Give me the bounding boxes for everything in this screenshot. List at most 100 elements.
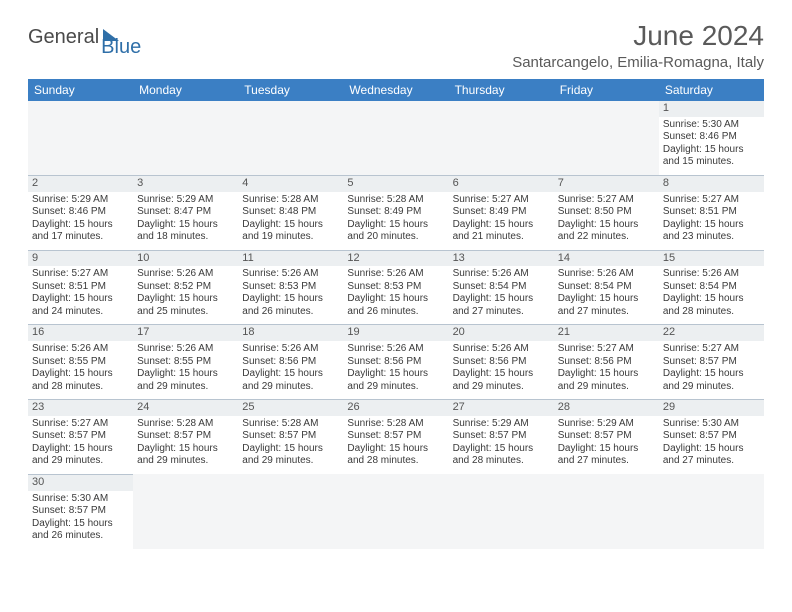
day-cell: 7Sunrise: 5:27 AMSunset: 8:50 PMDaylight… bbox=[554, 175, 659, 250]
daylight-text: Daylight: 15 hours and 29 minutes. bbox=[453, 368, 550, 393]
sunrise-text: Sunrise: 5:26 AM bbox=[347, 343, 444, 356]
week-row: 1Sunrise: 5:30 AMSunset: 8:46 PMDaylight… bbox=[28, 101, 764, 175]
day-cell bbox=[133, 474, 238, 548]
calendar-page: General Blue June 2024 Santarcangelo, Em… bbox=[0, 0, 792, 569]
daylight-text: Daylight: 15 hours and 29 minutes. bbox=[558, 368, 655, 393]
day-cell bbox=[449, 474, 554, 548]
daylight-text: Daylight: 15 hours and 22 minutes. bbox=[558, 219, 655, 244]
sunset-text: Sunset: 8:55 PM bbox=[137, 356, 234, 369]
weekday-header: Saturday bbox=[659, 79, 764, 101]
daylight-text: Daylight: 15 hours and 24 minutes. bbox=[32, 293, 129, 318]
day-cell: 30Sunrise: 5:30 AMSunset: 8:57 PMDayligh… bbox=[28, 474, 133, 548]
day-number: 23 bbox=[28, 400, 133, 416]
sunrise-text: Sunrise: 5:28 AM bbox=[137, 418, 234, 431]
day-number: 8 bbox=[659, 176, 764, 192]
sunrise-text: Sunrise: 5:27 AM bbox=[663, 194, 760, 207]
daylight-text: Daylight: 15 hours and 26 minutes. bbox=[32, 518, 129, 543]
day-cell: 10Sunrise: 5:26 AMSunset: 8:52 PMDayligh… bbox=[133, 250, 238, 325]
logo: General Blue bbox=[28, 26, 159, 49]
day-number: 28 bbox=[554, 400, 659, 416]
sunrise-text: Sunrise: 5:28 AM bbox=[347, 194, 444, 207]
daylight-text: Daylight: 15 hours and 20 minutes. bbox=[347, 219, 444, 244]
day-cell: 14Sunrise: 5:26 AMSunset: 8:54 PMDayligh… bbox=[554, 250, 659, 325]
daylight-text: Daylight: 15 hours and 29 minutes. bbox=[32, 443, 129, 468]
sunset-text: Sunset: 8:54 PM bbox=[453, 281, 550, 294]
day-cell: 24Sunrise: 5:28 AMSunset: 8:57 PMDayligh… bbox=[133, 400, 238, 475]
sunset-text: Sunset: 8:51 PM bbox=[663, 206, 760, 219]
logo-text-general: General bbox=[28, 26, 99, 49]
day-number: 7 bbox=[554, 176, 659, 192]
day-number: 3 bbox=[133, 176, 238, 192]
sunrise-text: Sunrise: 5:26 AM bbox=[347, 268, 444, 281]
day-cell: 18Sunrise: 5:26 AMSunset: 8:56 PMDayligh… bbox=[238, 325, 343, 400]
sunset-text: Sunset: 8:49 PM bbox=[347, 206, 444, 219]
sunrise-text: Sunrise: 5:28 AM bbox=[347, 418, 444, 431]
daylight-text: Daylight: 15 hours and 27 minutes. bbox=[663, 443, 760, 468]
week-row: 30Sunrise: 5:30 AMSunset: 8:57 PMDayligh… bbox=[28, 474, 764, 548]
sunrise-text: Sunrise: 5:26 AM bbox=[453, 343, 550, 356]
day-number: 19 bbox=[343, 325, 448, 341]
day-cell: 9Sunrise: 5:27 AMSunset: 8:51 PMDaylight… bbox=[28, 250, 133, 325]
sunrise-text: Sunrise: 5:29 AM bbox=[558, 418, 655, 431]
daylight-text: Daylight: 15 hours and 29 minutes. bbox=[663, 368, 760, 393]
day-cell: 12Sunrise: 5:26 AMSunset: 8:53 PMDayligh… bbox=[343, 250, 448, 325]
calendar-table: Sunday Monday Tuesday Wednesday Thursday… bbox=[28, 79, 764, 549]
sunrise-text: Sunrise: 5:26 AM bbox=[32, 343, 129, 356]
weekday-header: Friday bbox=[554, 79, 659, 101]
day-number: 10 bbox=[133, 251, 238, 267]
day-cell: 27Sunrise: 5:29 AMSunset: 8:57 PMDayligh… bbox=[449, 400, 554, 475]
daylight-text: Daylight: 15 hours and 19 minutes. bbox=[242, 219, 339, 244]
title-block: June 2024 Santarcangelo, Emilia-Romagna,… bbox=[512, 20, 764, 71]
weekday-header: Tuesday bbox=[238, 79, 343, 101]
sunset-text: Sunset: 8:53 PM bbox=[347, 281, 444, 294]
daylight-text: Daylight: 15 hours and 28 minutes. bbox=[347, 443, 444, 468]
daylight-text: Daylight: 15 hours and 28 minutes. bbox=[32, 368, 129, 393]
sunset-text: Sunset: 8:46 PM bbox=[663, 131, 760, 144]
sunrise-text: Sunrise: 5:26 AM bbox=[453, 268, 550, 281]
sunset-text: Sunset: 8:57 PM bbox=[663, 430, 760, 443]
daylight-text: Daylight: 15 hours and 27 minutes. bbox=[558, 443, 655, 468]
day-cell bbox=[133, 101, 238, 175]
sunrise-text: Sunrise: 5:26 AM bbox=[558, 268, 655, 281]
sunrise-text: Sunrise: 5:30 AM bbox=[663, 119, 760, 132]
sunset-text: Sunset: 8:56 PM bbox=[558, 356, 655, 369]
sunrise-text: Sunrise: 5:26 AM bbox=[242, 268, 339, 281]
sunrise-text: Sunrise: 5:29 AM bbox=[32, 194, 129, 207]
week-row: 9Sunrise: 5:27 AMSunset: 8:51 PMDaylight… bbox=[28, 250, 764, 325]
daylight-text: Daylight: 15 hours and 23 minutes. bbox=[663, 219, 760, 244]
day-cell bbox=[28, 101, 133, 175]
sunset-text: Sunset: 8:57 PM bbox=[453, 430, 550, 443]
sunset-text: Sunset: 8:54 PM bbox=[663, 281, 760, 294]
day-cell: 11Sunrise: 5:26 AMSunset: 8:53 PMDayligh… bbox=[238, 250, 343, 325]
day-cell bbox=[554, 474, 659, 548]
sunrise-text: Sunrise: 5:26 AM bbox=[137, 343, 234, 356]
sunset-text: Sunset: 8:51 PM bbox=[32, 281, 129, 294]
day-number: 29 bbox=[659, 400, 764, 416]
sunset-text: Sunset: 8:47 PM bbox=[137, 206, 234, 219]
weekday-header: Wednesday bbox=[343, 79, 448, 101]
sunrise-text: Sunrise: 5:26 AM bbox=[663, 268, 760, 281]
day-cell: 3Sunrise: 5:29 AMSunset: 8:47 PMDaylight… bbox=[133, 175, 238, 250]
sunset-text: Sunset: 8:57 PM bbox=[137, 430, 234, 443]
day-number: 27 bbox=[449, 400, 554, 416]
day-cell: 2Sunrise: 5:29 AMSunset: 8:46 PMDaylight… bbox=[28, 175, 133, 250]
day-cell: 25Sunrise: 5:28 AMSunset: 8:57 PMDayligh… bbox=[238, 400, 343, 475]
sunrise-text: Sunrise: 5:26 AM bbox=[137, 268, 234, 281]
daylight-text: Daylight: 15 hours and 27 minutes. bbox=[453, 293, 550, 318]
sunset-text: Sunset: 8:54 PM bbox=[558, 281, 655, 294]
day-cell: 17Sunrise: 5:26 AMSunset: 8:55 PMDayligh… bbox=[133, 325, 238, 400]
day-cell bbox=[343, 474, 448, 548]
daylight-text: Daylight: 15 hours and 28 minutes. bbox=[663, 293, 760, 318]
weekday-header-row: Sunday Monday Tuesday Wednesday Thursday… bbox=[28, 79, 764, 101]
header: General Blue June 2024 Santarcangelo, Em… bbox=[28, 20, 764, 71]
weekday-header: Sunday bbox=[28, 79, 133, 101]
sunset-text: Sunset: 8:57 PM bbox=[32, 505, 129, 518]
sunset-text: Sunset: 8:57 PM bbox=[663, 356, 760, 369]
daylight-text: Daylight: 15 hours and 27 minutes. bbox=[558, 293, 655, 318]
day-number: 24 bbox=[133, 400, 238, 416]
sunset-text: Sunset: 8:57 PM bbox=[558, 430, 655, 443]
day-number: 2 bbox=[28, 176, 133, 192]
sunrise-text: Sunrise: 5:28 AM bbox=[242, 418, 339, 431]
sunset-text: Sunset: 8:56 PM bbox=[242, 356, 339, 369]
day-number: 6 bbox=[449, 176, 554, 192]
